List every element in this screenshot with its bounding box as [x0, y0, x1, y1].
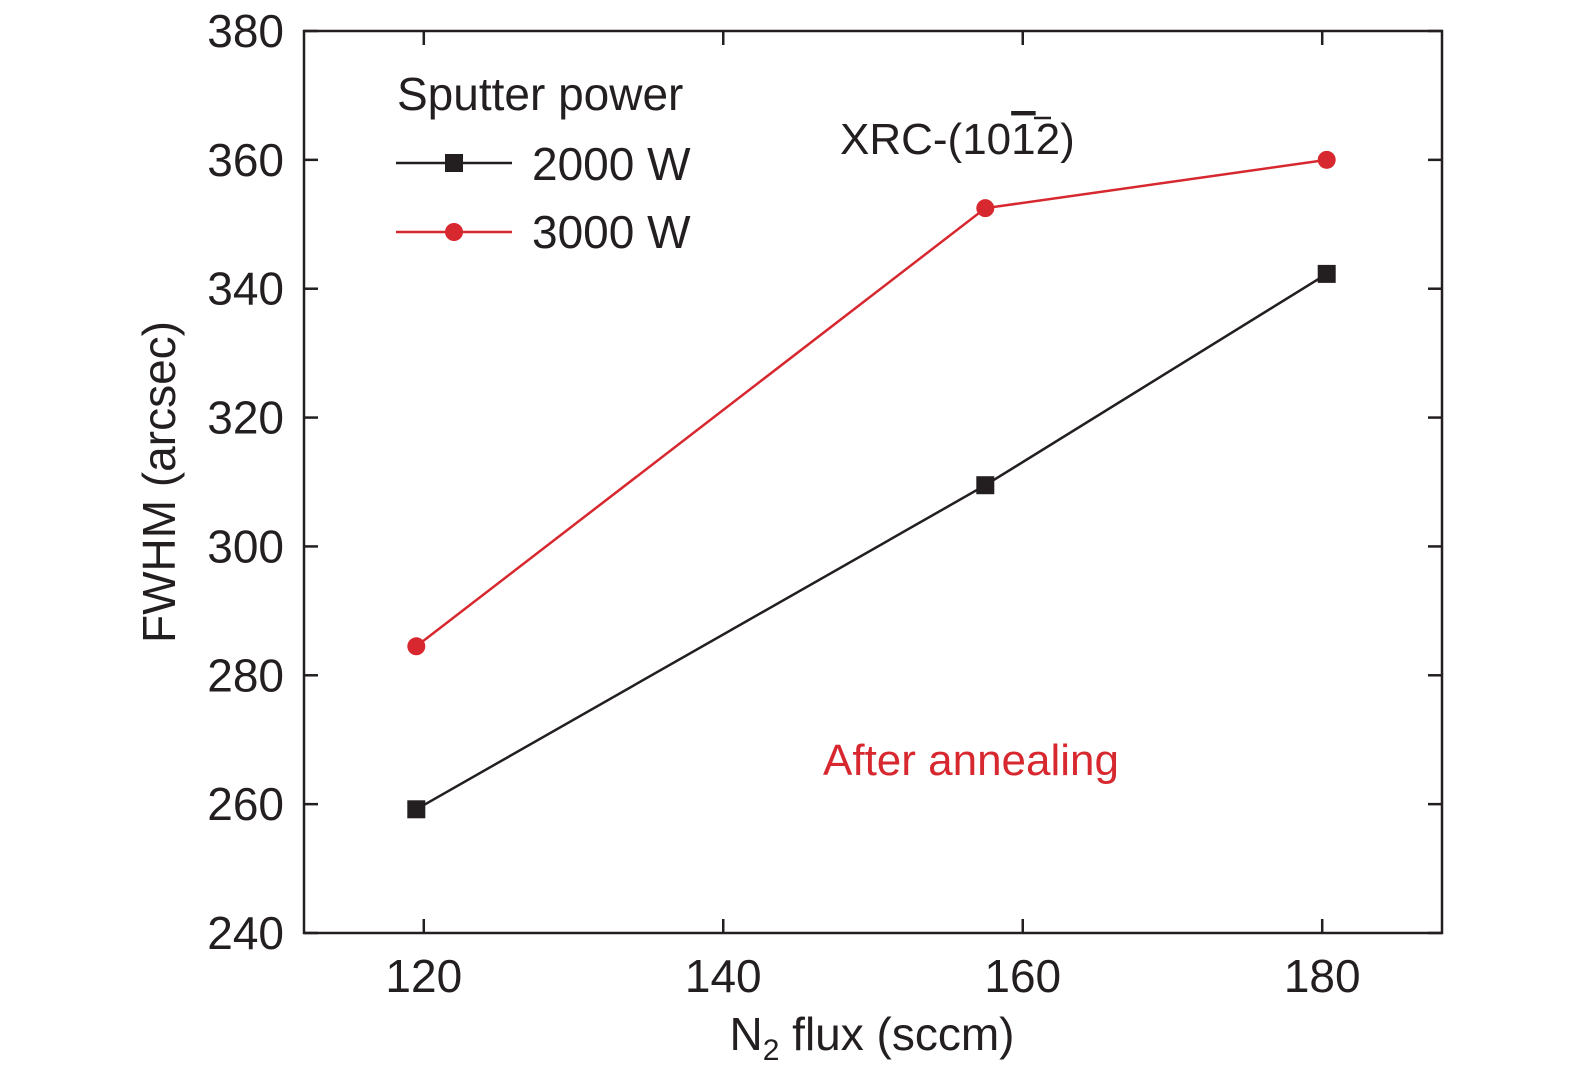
x-axis: 120 140 160 180	[385, 31, 1361, 1002]
annotation-xrc-suffix: 2)	[1036, 115, 1075, 164]
x-tick-label: 180	[1284, 950, 1361, 1002]
x-axis-title-main: N	[729, 1008, 762, 1060]
y-tick-label: 380	[207, 5, 284, 57]
legend: Sputter power 2000 W 3000 W	[396, 68, 691, 258]
y-axis: 240 260 280 300 320 340 360 380	[207, 5, 1442, 959]
data-point-3000w	[407, 637, 426, 656]
annotation-xrc-prefix: XRC-(10	[840, 115, 1011, 164]
data-point-3000w	[1317, 150, 1336, 169]
x-tick-label: 140	[685, 950, 762, 1002]
data-point-2000w	[976, 476, 995, 495]
y-tick-label: 300	[207, 520, 284, 572]
x-tick-label: 160	[984, 950, 1061, 1002]
y-tick-label: 240	[207, 907, 284, 959]
x-axis-title-subscript: 2	[763, 1034, 780, 1067]
y-tick-label: 320	[207, 392, 284, 444]
y-tick-label: 340	[207, 263, 284, 315]
x-axis-title: N2 flux (sccm)	[729, 1008, 1014, 1067]
series-layer	[407, 150, 1336, 819]
legend-label-3000w: 3000 W	[532, 206, 691, 258]
annotation-after-annealing: After annealing	[823, 736, 1119, 785]
annotation-xrc: XRC-(1012)	[840, 115, 1075, 164]
data-point-2000w	[1317, 264, 1336, 283]
plot-frame	[302, 29, 1444, 935]
y-tick-label: 360	[207, 134, 284, 186]
y-axis-title: FWHM (arcsec)	[133, 321, 185, 643]
y-tick-label: 260	[207, 778, 284, 830]
data-point-2000w	[407, 800, 426, 819]
legend-marker-3000w	[445, 223, 463, 241]
data-point-3000w	[976, 199, 995, 218]
legend-title: Sputter power	[397, 68, 683, 120]
annotation-xrc-overbar-digit: 1	[1011, 115, 1035, 164]
legend-label-2000w: 2000 W	[532, 138, 691, 190]
x-tick-label: 120	[385, 950, 462, 1002]
y-tick-label: 280	[207, 649, 284, 701]
legend-marker-2000w	[445, 154, 463, 172]
x-axis-title-rest: flux (sccm)	[779, 1008, 1014, 1060]
